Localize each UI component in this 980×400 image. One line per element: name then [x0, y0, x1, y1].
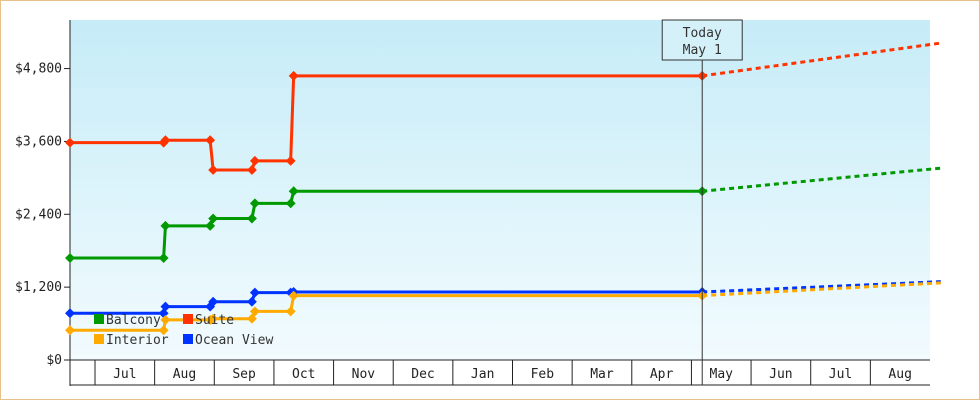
data-point [249, 306, 260, 317]
month-label-jul: Jul [113, 367, 136, 382]
today-label: Today [683, 26, 722, 41]
data-point [158, 253, 169, 263]
forecast-line [702, 281, 941, 298]
y-tick-label: $3,600 [15, 134, 62, 149]
month-label-apr: Apr [650, 367, 674, 382]
data-point [208, 213, 219, 224]
series-suite [65, 41, 941, 175]
data-point [246, 213, 257, 224]
series-balcony [65, 166, 941, 263]
data-point [208, 165, 219, 175]
data-point [246, 165, 257, 175]
forecast-line [702, 166, 941, 193]
data-point [160, 135, 171, 146]
legend-swatch-suite [183, 314, 193, 324]
forecast-line [702, 280, 941, 294]
series-interior [65, 281, 941, 336]
legend-label-suite: Suite [195, 313, 234, 328]
data-point [285, 155, 296, 166]
month-label-aug: Aug [888, 367, 911, 382]
month-label-dec: Dec [411, 367, 434, 382]
data-point [158, 325, 169, 336]
data-point [288, 290, 299, 301]
series-line [70, 294, 703, 332]
data-point [208, 296, 219, 307]
month-label-oct: Oct [292, 367, 315, 382]
month-label-feb: Feb [531, 367, 555, 382]
forecast-line [702, 41, 941, 78]
legend-label-ocean-view: Ocean View [195, 333, 273, 348]
data-point [160, 220, 171, 231]
y-tick-label: $4,800 [15, 62, 62, 77]
data-point [246, 296, 257, 307]
today-box [661, 19, 743, 61]
legend-swatch-interior [94, 334, 104, 344]
data-point [288, 186, 299, 197]
month-label-jun: Jun [769, 367, 792, 382]
month-label-may: May [710, 367, 734, 382]
data-point [285, 306, 296, 317]
data-point [208, 313, 219, 324]
series-line [70, 189, 703, 260]
data-point [160, 314, 171, 325]
month-label-nov: Nov [352, 367, 376, 382]
data-point [249, 287, 260, 298]
today-date: May 1 [683, 43, 722, 58]
data-point [160, 301, 171, 312]
data-point [205, 220, 216, 231]
month-label-jan: Jan [471, 367, 494, 382]
legend-label-interior: Interior [106, 333, 169, 348]
data-point [205, 135, 216, 146]
month-label-sep: Sep [232, 367, 256, 382]
legend-swatch-ocean-view [183, 334, 193, 344]
data-point [249, 155, 260, 166]
data-point [249, 198, 260, 209]
y-tick-label: $0 [46, 353, 62, 368]
data-point [285, 198, 296, 209]
legend-label-balcony: Balcony [106, 313, 161, 328]
month-label-jul: Jul [829, 367, 852, 382]
legend-swatch-balcony [94, 314, 104, 324]
data-point [65, 137, 75, 148]
month-label-aug: Aug [173, 367, 196, 382]
y-tick-label: $2,400 [15, 207, 62, 222]
month-label-mar: Mar [590, 367, 614, 382]
data-point [246, 313, 257, 324]
y-tick-label: $1,200 [15, 280, 62, 295]
